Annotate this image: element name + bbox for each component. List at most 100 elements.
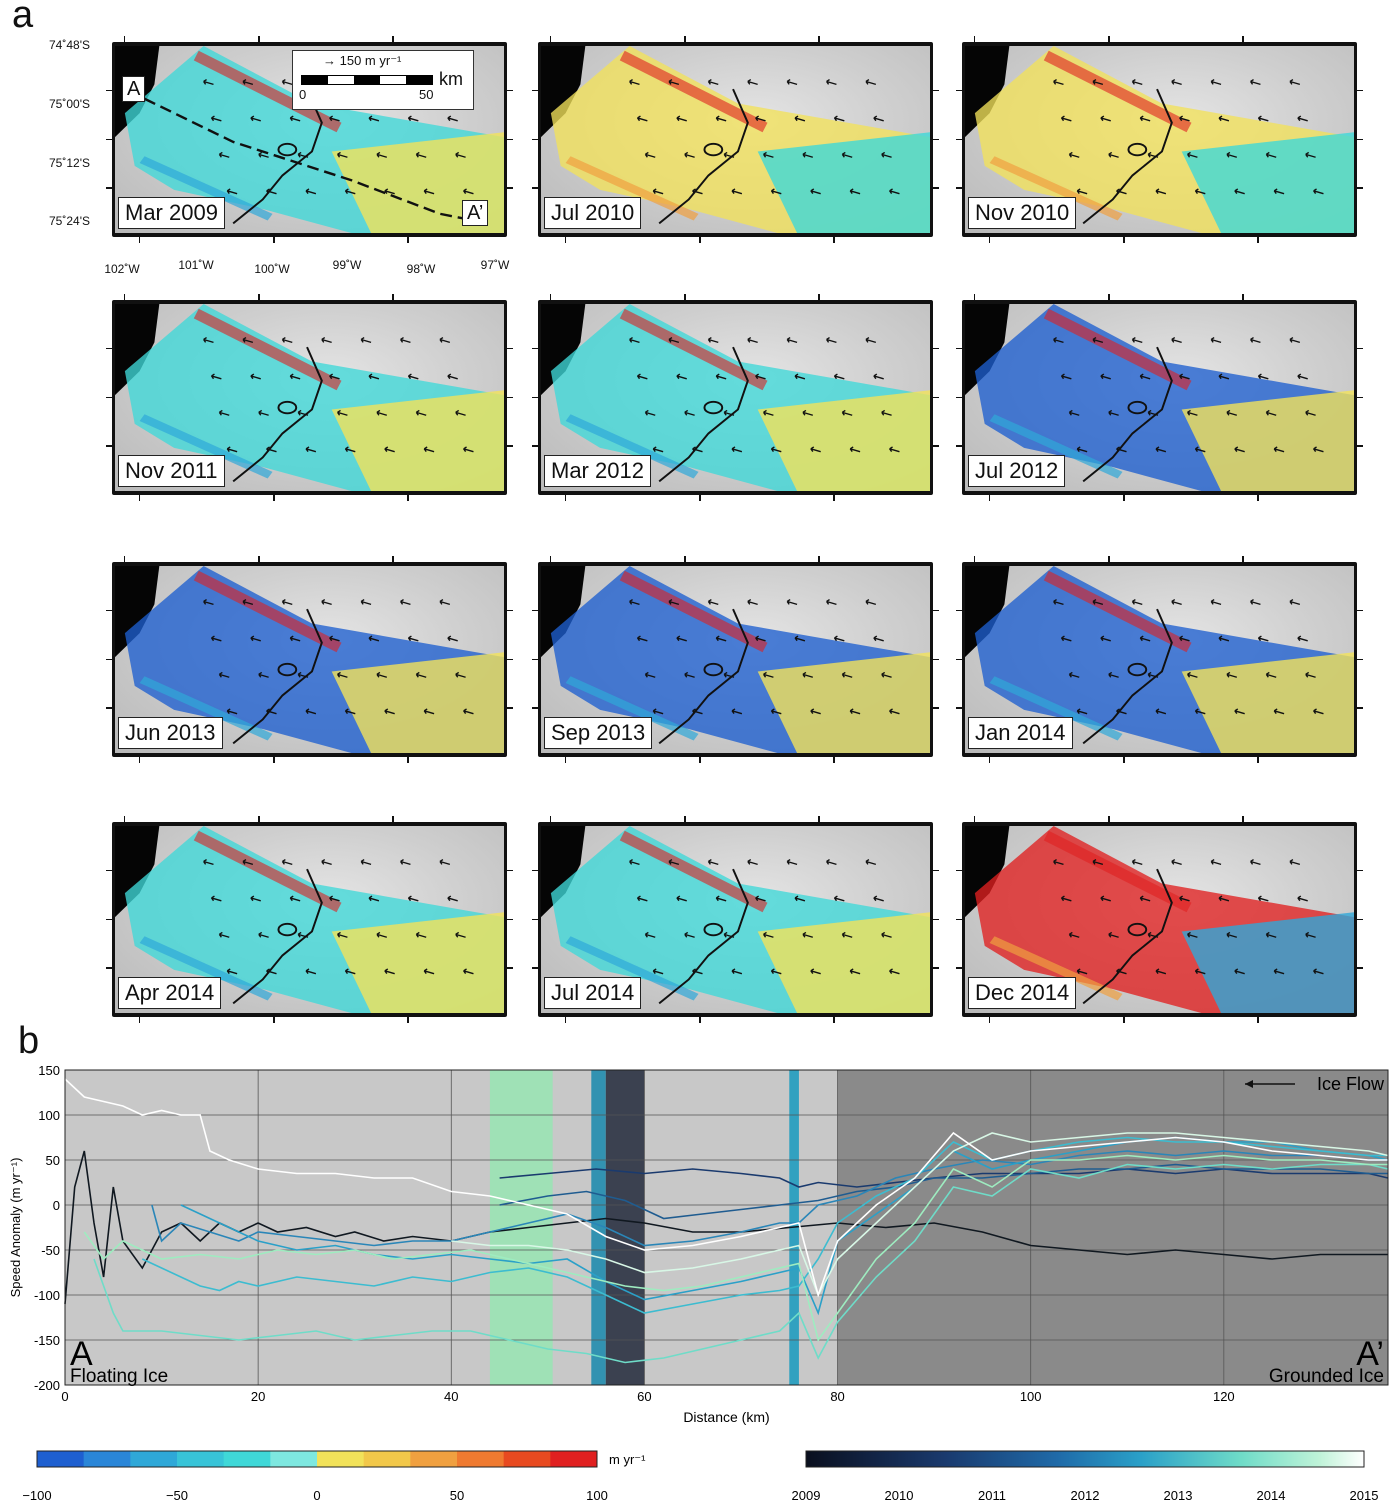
velocity-arrow — [794, 373, 806, 380]
velocity-arrow — [1313, 968, 1324, 975]
map-tick — [273, 757, 275, 763]
velocity-arrow — [636, 115, 648, 122]
velocity-arrow — [865, 599, 877, 606]
map-date-label: Nov 2011 — [118, 455, 225, 487]
map-tick — [833, 1017, 835, 1023]
velocity-arrow — [794, 115, 806, 122]
map-tick — [392, 816, 394, 822]
velocity-arrow — [802, 151, 814, 158]
latitude-label: 75˚24'S — [49, 214, 90, 228]
velocity-arrow — [1218, 895, 1230, 902]
map-tick — [933, 609, 939, 612]
map-tick — [1257, 237, 1259, 243]
series-line-7 — [83, 1154, 1388, 1342]
anomaly-swath-downstream — [1181, 912, 1354, 1013]
map-tick — [507, 869, 513, 872]
shear-margin — [139, 676, 273, 741]
velocity-arrow — [297, 409, 309, 416]
map-frame — [538, 562, 933, 757]
velocity-arrow — [266, 188, 277, 195]
map-tick — [549, 36, 552, 42]
map-tick — [1357, 967, 1363, 969]
map-tick — [1357, 609, 1363, 612]
velocity-arrow — [786, 79, 798, 86]
velocity-arrow — [889, 968, 900, 975]
panel-a-letter: a — [12, 0, 34, 36]
y-tick-label: -100 — [34, 1288, 60, 1303]
velocity-arrow — [1100, 373, 1111, 380]
velocity-arrow — [644, 931, 656, 938]
velocity-arrow — [226, 446, 238, 453]
velocity-arrow — [1155, 708, 1167, 715]
velocity-arrow — [826, 859, 837, 866]
velocity-arrow — [1218, 115, 1230, 122]
map-tick — [973, 816, 976, 822]
map-tick — [532, 396, 538, 398]
map-tick — [273, 237, 275, 243]
velocity-arrow — [889, 446, 900, 453]
map-tick — [273, 1017, 275, 1023]
velocity-arrow — [1265, 409, 1277, 416]
map-frame — [962, 562, 1357, 757]
velocity-arrow — [889, 708, 900, 715]
map-tick — [549, 556, 552, 562]
scale-km-min: 0 — [299, 87, 307, 102]
velocity-arrow — [415, 671, 427, 678]
velocity-arrow — [226, 188, 238, 195]
velocity-arrow — [281, 79, 293, 86]
velocity-arrow — [652, 968, 664, 975]
shear-margin — [139, 414, 273, 479]
velocity-arrow — [242, 79, 254, 86]
velocity-arrow — [368, 895, 380, 902]
grounding-line — [1082, 868, 1173, 1005]
map-image — [115, 566, 504, 753]
scale-vector-value: 150 m yr⁻¹ — [339, 53, 402, 68]
map-tick — [123, 36, 126, 42]
velocity-arrow — [1108, 671, 1119, 678]
latitude-label: 75˚00'S — [49, 97, 90, 111]
velocity-arrow — [707, 859, 719, 866]
velocity-arrow — [747, 79, 758, 86]
velocity-arrow — [1257, 373, 1269, 380]
velocity-arrow — [636, 373, 648, 380]
velocity-map: Jul 2012 — [956, 294, 1363, 501]
map-image — [541, 46, 930, 233]
velocity-arrow — [723, 151, 735, 158]
map-tick — [1357, 89, 1363, 92]
anomaly-swath-downstream — [1181, 652, 1354, 753]
velocity-arrow — [415, 409, 427, 416]
map-tick — [106, 187, 112, 189]
map-tick — [1242, 816, 1244, 822]
velocity-arrow — [258, 409, 269, 416]
map-tick — [988, 757, 991, 763]
velocity-arrow — [873, 635, 884, 642]
map-tick — [988, 495, 991, 501]
speed-colorbar-unit: m yr⁻¹ — [609, 1452, 646, 1467]
velocity-arrow — [218, 151, 230, 158]
velocity-arrow — [415, 151, 427, 158]
profile-end-letter: A’ — [1356, 1335, 1384, 1373]
velocity-arrow — [1139, 373, 1151, 380]
velocity-arrow — [250, 635, 261, 642]
velocity-arrow — [1131, 859, 1143, 866]
velocity-arrow — [329, 373, 340, 380]
map-tick — [699, 495, 701, 501]
velocity-arrow — [1131, 79, 1143, 86]
anomaly-swath-downstream — [1181, 132, 1354, 233]
grounding-line — [1082, 346, 1173, 483]
map-tick — [123, 294, 126, 300]
velocity-arrow — [242, 599, 254, 606]
anomaly-swath-downstream — [331, 652, 504, 753]
velocity-map: Mar 2009 A A’ → 150 m yr⁻¹ 0 50 km — [106, 36, 513, 243]
velocity-arrow — [1100, 635, 1111, 642]
velocity-arrow — [849, 708, 861, 715]
map-tick — [956, 609, 962, 612]
profile-line — [143, 97, 490, 225]
anomaly-swath-downstream — [331, 132, 504, 233]
map-tick — [532, 707, 538, 709]
velocity-arrow — [731, 446, 743, 453]
velocity-arrow — [463, 188, 474, 195]
map-tick — [564, 237, 567, 243]
velocity-arrow — [344, 708, 356, 715]
series-line-8 — [451, 1132, 1389, 1297]
